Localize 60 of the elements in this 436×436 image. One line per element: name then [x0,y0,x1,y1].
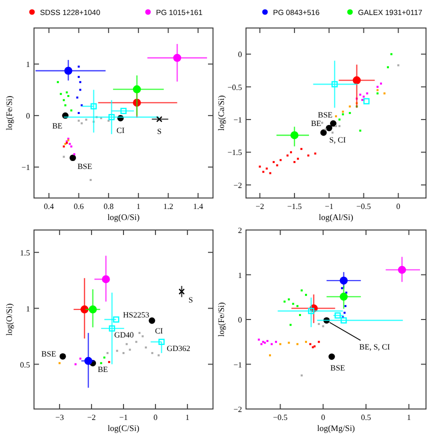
y-tick-label: −1.5 [227,148,242,158]
annotation: BSE [330,364,346,373]
y-axis-title: log(O/Si) [4,303,14,336]
x-tick-label: 0.8 [104,202,114,211]
x-tick-label: −1 [119,413,128,422]
x-axis-title: log(O/Si) [107,212,140,222]
x-axis-title: log(Mg/Si) [317,423,356,433]
annotation: S, CI [329,136,346,145]
annotation: BSE [77,162,92,171]
annotation: HS2253 [123,310,150,320]
x-tick-label: −1.5 [287,202,302,211]
y-tick-label: −2 [233,405,242,414]
x-tick-label: 0.4 [44,202,54,211]
x-tick-label: −2 [256,202,264,211]
annotation: CI [116,126,125,136]
annotation: BSE [41,349,56,358]
y-tick-label: 1 [26,60,30,70]
y-tick-label: 0.5 [20,360,30,370]
x-tick-label: −0.5 [356,202,371,211]
y-axis-title: log(Fe/Si) [4,96,14,130]
x-tick-label: 0.6 [74,202,84,211]
annotation: BSE [318,110,333,120]
x-tick-label: 1 [136,202,140,211]
annotation: BE [52,122,63,131]
x-axis-title: log(C/Si) [108,423,140,433]
y-tick-label: 0 [238,316,242,324]
x-tick-label: 1.2 [163,202,174,211]
x-axis-title: log(Al/Si) [318,212,354,222]
y-tick-label: −0.5 [227,82,242,92]
x-tick-label: −0.5 [273,413,288,422]
x-tick-label: 0 [396,202,400,211]
y-tick-label: 0 [26,112,30,121]
y-tick-label: −1 [21,163,30,172]
annotation: BE [98,365,108,374]
y-tick-label: −1 [233,116,242,125]
x-tick-label: 1 [406,413,411,422]
x-tick-label: 0 [321,413,326,422]
x-tick-label: 0 [153,413,158,422]
y-tick-label: −1 [233,360,242,370]
annotation: S [157,127,162,136]
y-tick-label: 1.5 [20,248,30,258]
annotation: GD362 [166,344,190,353]
x-tick-label: 0.5 [361,413,371,422]
y-tick-label: 1 [26,304,30,314]
x-tick-label: 1 [185,413,190,422]
x-tick-label: −3 [55,413,64,422]
annotation: BE, S, CI [359,342,390,352]
y-tick-label: −2 [233,180,242,190]
y-axis-title: log(Ca/Si) [216,95,226,131]
y-tick-label: 2 [238,226,242,235]
y-axis-title: log(Fe/Si) [216,302,226,337]
x-tick-label: 1.4 [193,202,204,211]
annotation: GD40 [114,330,134,340]
x-tick-label: −2 [87,413,96,422]
y-tick-label: 1 [238,270,242,280]
annotation: CI [154,326,164,336]
annotation: S [188,296,193,305]
x-tick-label: −1 [324,202,334,211]
annotation: BE [310,119,322,128]
y-tick-label: 0 [238,50,242,60]
